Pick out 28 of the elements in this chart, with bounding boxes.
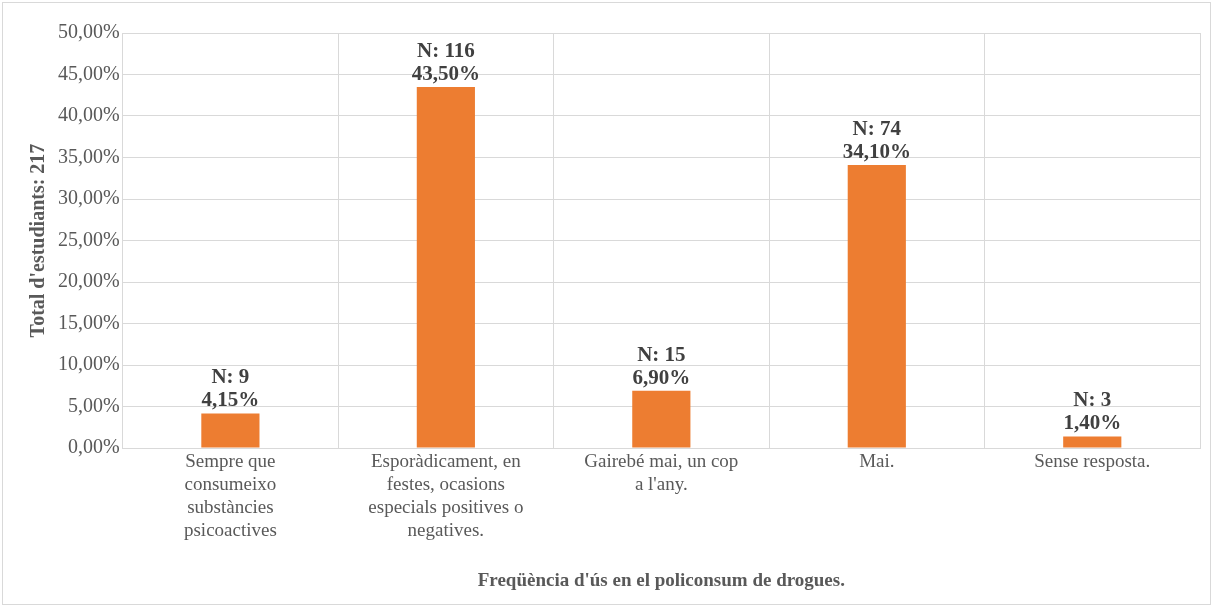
bar <box>632 390 691 448</box>
x-tick-label: Sense resposta. <box>1034 450 1151 472</box>
y-tick-label: 30,00% <box>57 186 120 209</box>
y-tick-label: 10,00% <box>57 352 120 375</box>
bar <box>416 86 475 448</box>
x-tick-label: Esporàdicament, en festes, ocasions especials positives o negatives. <box>368 450 524 540</box>
y-tick-label: 15,00% <box>57 310 120 333</box>
bar <box>1063 436 1122 448</box>
y-tick-label: 40,00% <box>57 103 120 126</box>
y-tick-label: 25,00% <box>57 227 120 250</box>
x-tick-label: Sempre que consumeixo substàncies psicoactives <box>183 450 277 540</box>
data-label: N: 116 43,50% <box>411 37 480 85</box>
bar <box>201 413 260 448</box>
y-axis-title: Total d'estudiants: 217 <box>26 143 49 338</box>
data-label: N: 3 1,40% <box>1063 387 1122 435</box>
y-tick-label: 5,00% <box>67 393 120 416</box>
y-tick-label: 45,00% <box>57 61 120 84</box>
x-axis-title: Freqüència d'ús en el policonsum de drogues. <box>477 568 845 590</box>
data-label: N: 9 4,15% <box>201 364 260 412</box>
y-tick-label: 0,00% <box>67 435 120 458</box>
data-label: N: 15 6,90% <box>632 341 691 389</box>
x-tick-label: Gairebé mai, un cop a l'any. <box>584 450 739 495</box>
y-tick-label: 50,00% <box>57 20 120 43</box>
data-label: N: 74 34,10% <box>842 115 911 163</box>
x-tick-label: Mai. <box>859 450 895 472</box>
y-tick-label: 35,00% <box>57 144 120 167</box>
bar <box>847 164 906 448</box>
y-tick-label: 20,00% <box>57 269 120 292</box>
